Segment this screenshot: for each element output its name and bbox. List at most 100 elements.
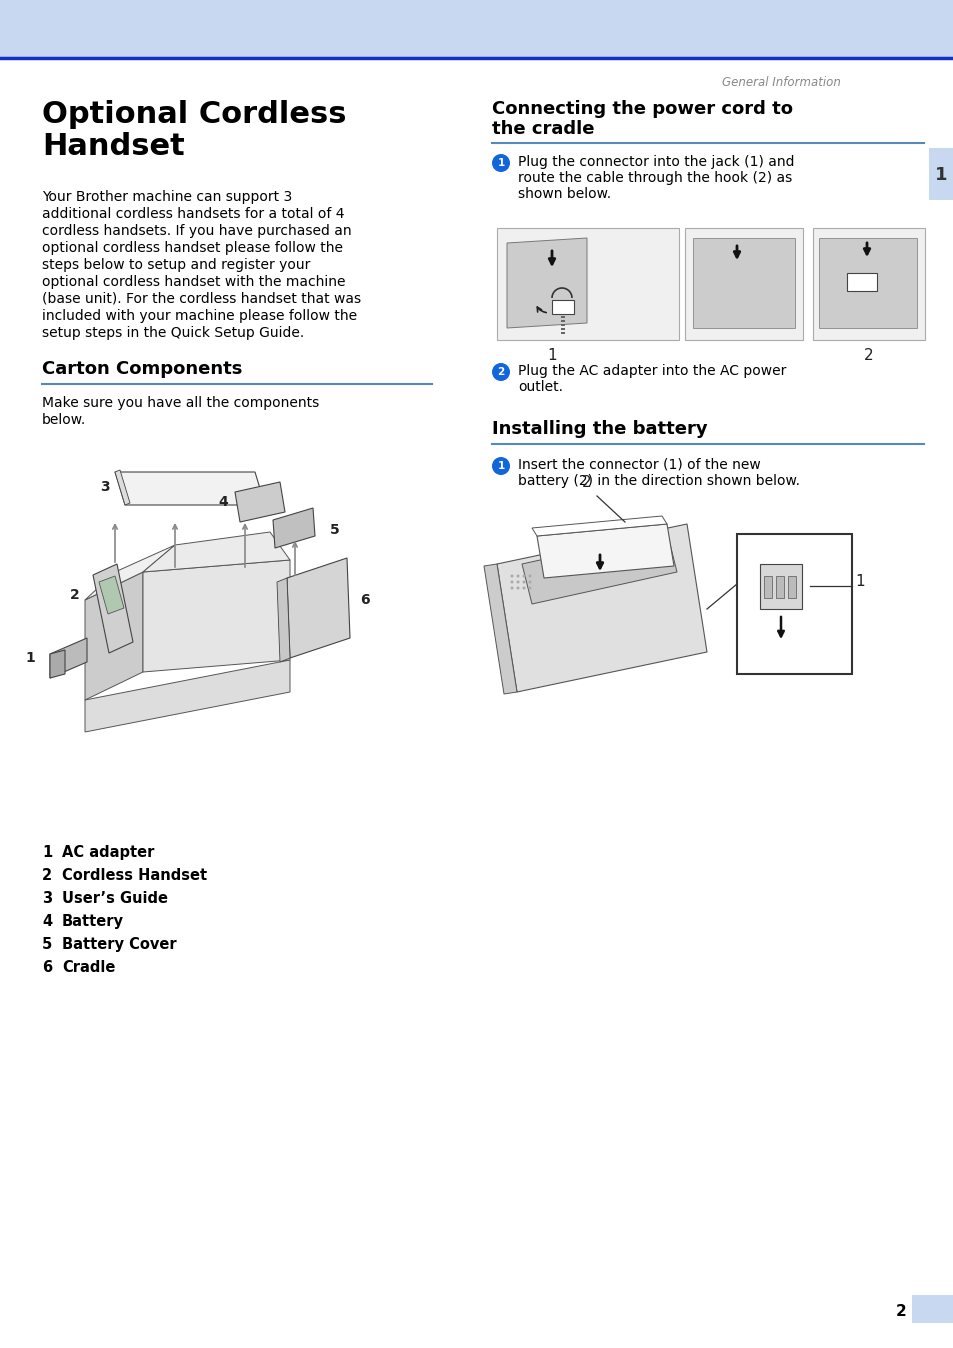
Circle shape	[492, 457, 510, 474]
Bar	[0, 0, 953, 58]
Text: 4: 4	[42, 914, 52, 929]
Bar	[552, 301, 574, 314]
Polygon shape	[506, 239, 586, 328]
Text: shown below.: shown below.	[517, 187, 611, 201]
Bar	[560, 332, 564, 334]
Polygon shape	[85, 572, 143, 700]
Text: Optional Cordless: Optional Cordless	[42, 100, 346, 129]
Polygon shape	[273, 508, 314, 549]
Polygon shape	[50, 650, 65, 678]
Text: Your Brother machine can support 3: Your Brother machine can support 3	[42, 190, 292, 204]
Polygon shape	[115, 472, 265, 506]
Text: 1: 1	[497, 158, 504, 168]
Text: setup steps in the Quick Setup Guide.: setup steps in the Quick Setup Guide.	[42, 326, 304, 340]
Text: 6: 6	[42, 960, 52, 975]
Text: 2: 2	[863, 348, 873, 363]
Text: additional cordless handsets for a total of 4: additional cordless handsets for a total…	[42, 208, 344, 221]
Bar	[684, 228, 802, 340]
Text: 2: 2	[497, 367, 504, 377]
Bar	[737, 534, 851, 674]
Polygon shape	[760, 563, 801, 609]
Polygon shape	[143, 559, 290, 673]
Text: the cradle: the cradle	[492, 120, 594, 137]
Text: cordless handsets. If you have purchased an: cordless handsets. If you have purchased…	[42, 224, 352, 239]
Polygon shape	[537, 524, 673, 578]
Bar	[560, 319, 564, 322]
Text: 3: 3	[100, 480, 110, 493]
Bar	[928, 148, 953, 200]
Text: battery (2) in the direction shown below.: battery (2) in the direction shown below…	[517, 474, 800, 488]
Polygon shape	[234, 483, 285, 522]
Bar	[560, 328, 564, 330]
Polygon shape	[692, 239, 794, 328]
Polygon shape	[497, 524, 706, 692]
Text: 2: 2	[42, 868, 52, 883]
Text: 2: 2	[71, 588, 80, 603]
Polygon shape	[287, 558, 350, 658]
Circle shape	[516, 586, 519, 589]
Polygon shape	[115, 470, 130, 506]
Text: 1: 1	[42, 845, 52, 860]
Text: (base unit). For the cordless handset that was: (base unit). For the cordless handset th…	[42, 293, 361, 306]
Bar	[846, 274, 876, 291]
Polygon shape	[143, 532, 290, 572]
Text: Make sure you have all the components: Make sure you have all the components	[42, 396, 319, 410]
Circle shape	[528, 581, 531, 584]
Text: 1: 1	[547, 348, 557, 363]
Polygon shape	[92, 563, 132, 652]
Text: Carton Components: Carton Components	[42, 360, 242, 377]
Text: Plug the connector into the jack (1) and: Plug the connector into the jack (1) and	[517, 155, 794, 168]
Bar	[911, 1295, 953, 1322]
Text: 1: 1	[934, 166, 946, 183]
Text: User’s Guide: User’s Guide	[62, 891, 168, 906]
Text: included with your machine please follow the: included with your machine please follow…	[42, 309, 356, 324]
Text: 5: 5	[330, 523, 339, 537]
Polygon shape	[532, 516, 666, 537]
Text: Battery: Battery	[62, 914, 124, 929]
Bar	[560, 324, 564, 326]
Text: Battery Cover: Battery Cover	[62, 937, 176, 952]
Text: steps below to setup and register your: steps below to setup and register your	[42, 257, 310, 272]
Text: below.: below.	[42, 412, 86, 427]
Text: Cradle: Cradle	[62, 960, 115, 975]
Text: Installing the battery: Installing the battery	[492, 421, 707, 438]
Circle shape	[492, 363, 510, 381]
Circle shape	[510, 581, 513, 584]
Bar	[763, 576, 771, 599]
Circle shape	[492, 154, 510, 173]
Polygon shape	[276, 578, 290, 662]
Bar	[787, 576, 795, 599]
Text: AC adapter: AC adapter	[62, 845, 154, 860]
Text: 1: 1	[497, 461, 504, 470]
Circle shape	[522, 574, 525, 577]
Polygon shape	[50, 638, 87, 678]
Text: Cordless Handset: Cordless Handset	[62, 868, 207, 883]
Circle shape	[516, 574, 519, 577]
Polygon shape	[483, 563, 517, 694]
Text: optional cordless handset please follow the: optional cordless handset please follow …	[42, 241, 343, 255]
Text: outlet.: outlet.	[517, 380, 562, 394]
Bar	[560, 315, 564, 318]
Circle shape	[510, 586, 513, 589]
Text: Plug the AC adapter into the AC power: Plug the AC adapter into the AC power	[517, 364, 785, 377]
Text: Insert the connector (1) of the new: Insert the connector (1) of the new	[517, 458, 760, 472]
Circle shape	[522, 586, 525, 589]
Text: 2: 2	[895, 1304, 905, 1318]
Polygon shape	[99, 576, 124, 613]
Text: 6: 6	[360, 593, 370, 607]
Text: 3: 3	[42, 891, 52, 906]
Polygon shape	[818, 239, 916, 328]
Circle shape	[510, 574, 513, 577]
Polygon shape	[85, 661, 290, 732]
Bar	[497, 228, 679, 340]
Bar	[812, 228, 924, 340]
Text: 2: 2	[581, 474, 591, 491]
Text: Handset: Handset	[42, 132, 185, 160]
Bar	[775, 576, 783, 599]
Circle shape	[528, 574, 531, 577]
Circle shape	[522, 581, 525, 584]
Bar	[684, 220, 924, 348]
Text: 1: 1	[854, 574, 863, 589]
Text: Connecting the power cord to: Connecting the power cord to	[492, 100, 792, 119]
Circle shape	[528, 586, 531, 589]
